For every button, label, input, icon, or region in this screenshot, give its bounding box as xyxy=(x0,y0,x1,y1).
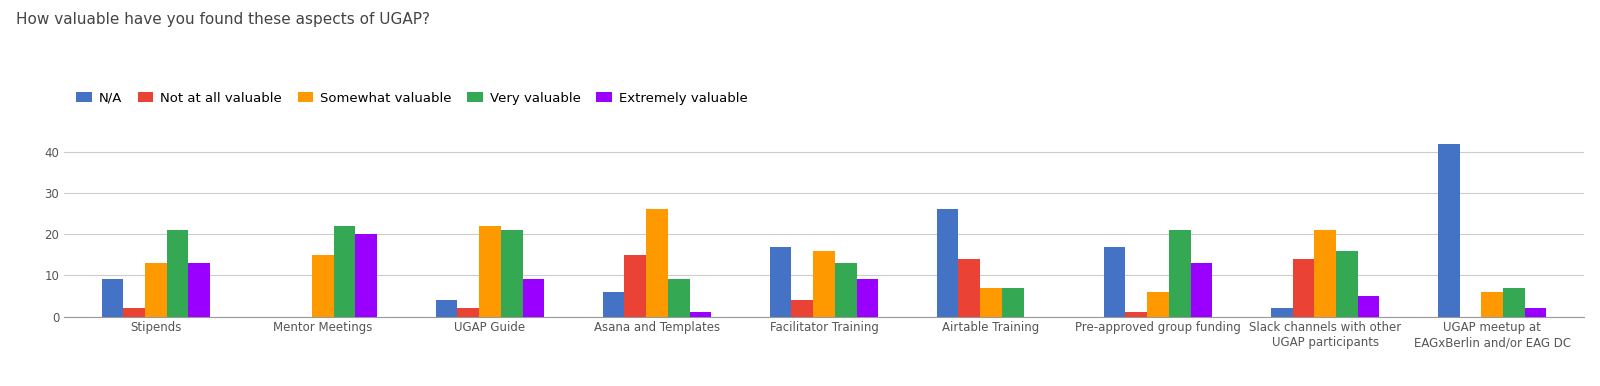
Bar xyxy=(1525,308,1547,317)
Bar xyxy=(523,279,544,317)
Bar xyxy=(1293,259,1314,317)
Bar xyxy=(690,312,712,317)
Bar xyxy=(958,259,981,317)
Bar xyxy=(478,226,501,317)
Bar xyxy=(334,226,355,317)
Bar xyxy=(1314,230,1336,317)
Bar xyxy=(603,292,624,317)
Bar xyxy=(936,210,958,317)
Bar xyxy=(792,300,813,317)
Bar xyxy=(501,230,523,317)
Text: How valuable have you found these aspects of UGAP?: How valuable have you found these aspect… xyxy=(16,12,430,27)
Bar xyxy=(1502,288,1525,317)
Bar xyxy=(189,263,210,317)
Bar xyxy=(667,279,690,317)
Bar xyxy=(458,308,478,317)
Bar xyxy=(101,279,123,317)
Bar xyxy=(1104,247,1125,317)
Bar xyxy=(355,234,378,317)
Bar xyxy=(123,308,146,317)
Bar xyxy=(166,230,189,317)
Bar xyxy=(646,210,667,317)
Bar xyxy=(1482,292,1502,317)
Bar xyxy=(1190,263,1213,317)
Bar xyxy=(1336,251,1358,317)
Bar xyxy=(835,263,856,317)
Bar xyxy=(981,288,1002,317)
Bar xyxy=(1147,292,1170,317)
Bar xyxy=(435,300,458,317)
Legend: N/A, Not at all valuable, Somewhat valuable, Very valuable, Extremely valuable: N/A, Not at all valuable, Somewhat valua… xyxy=(70,86,754,110)
Bar xyxy=(1270,308,1293,317)
Bar xyxy=(1358,296,1379,317)
Bar xyxy=(813,251,835,317)
Bar xyxy=(1438,144,1459,317)
Bar xyxy=(1125,312,1147,317)
Bar xyxy=(856,279,878,317)
Bar xyxy=(1002,288,1024,317)
Bar xyxy=(624,255,646,317)
Bar xyxy=(770,247,792,317)
Bar xyxy=(312,255,334,317)
Bar xyxy=(1170,230,1190,317)
Bar xyxy=(146,263,166,317)
